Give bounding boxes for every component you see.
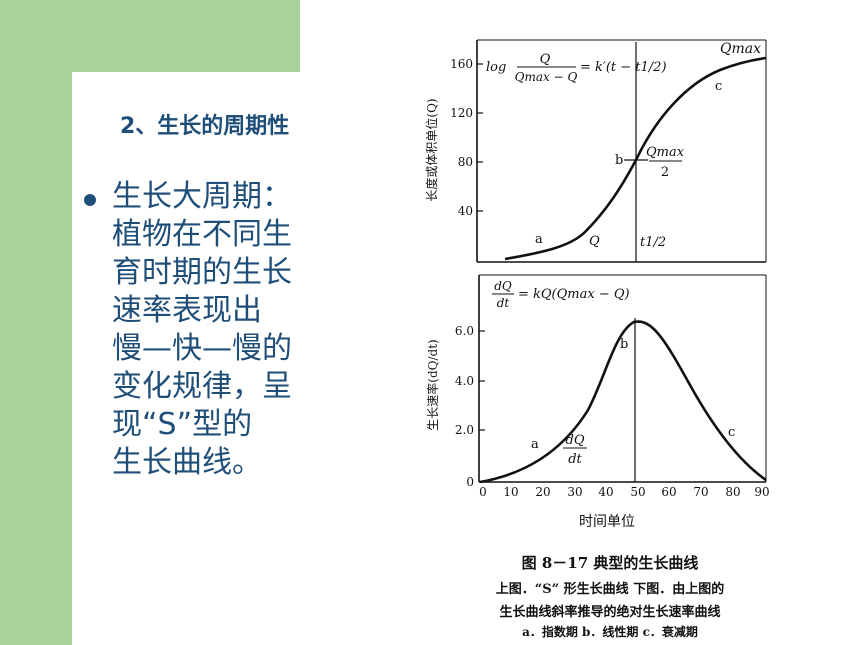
bottom-label-a: a [531, 437, 539, 452]
figure-caption-line: a．指数期 b．线性期 c．衰减期 [522, 625, 698, 639]
x-tick: 20 [535, 485, 550, 499]
top-label-b: b [615, 153, 623, 168]
x-axis-label: 时间单位 [579, 514, 635, 530]
figure-caption-line: 上图．“S” 形生长曲线 下图．由上图的 [495, 582, 725, 597]
svg-text:dt: dt [568, 452, 582, 467]
x-tick: 60 [661, 485, 676, 499]
dqdt-label: dQ dt [563, 433, 587, 467]
x-tick: 70 [693, 485, 708, 499]
x-tick: 0 [479, 485, 487, 499]
top-chart: 40 80 120 160 长度或体积单位(Q) log Q Qmax − Q … [424, 39, 767, 263]
x-tick: 80 [725, 485, 740, 499]
bottom-y-tick: 6.0 [455, 324, 474, 338]
svg-text:Qmax − Q: Qmax − Q [515, 70, 578, 84]
svg-text:dQ: dQ [566, 433, 585, 448]
half-qmax-label: Qmax 2 [646, 145, 685, 180]
bottom-formula: dQ dt = kQ(Qmax − Q) [492, 279, 630, 310]
bottom-label-b: b [620, 337, 628, 352]
bottom-y-tick: 2.0 [455, 423, 474, 437]
top-label-c: c [715, 79, 722, 94]
x-tick: 40 [598, 485, 613, 499]
t-half-label: t1/2 [640, 235, 666, 250]
top-formula: log Q Qmax − Q = k′(t − t1/2) [486, 52, 667, 84]
top-y-tick: 40 [458, 204, 473, 218]
top-label-a: a [535, 232, 543, 247]
growth-curve-figure: 40 80 120 160 长度或体积单位(Q) log Q Qmax − Q … [424, 39, 770, 530]
svg-text:Q: Q [540, 52, 551, 67]
top-y-tick: 160 [450, 57, 473, 71]
top-y-tick: 80 [458, 155, 473, 169]
figure-caption-title: 图 8－17 典型的生长曲线 [521, 554, 699, 572]
bottom-y-axis-label: 生长速率(dQ/dt) [425, 339, 440, 430]
x-tick: 30 [567, 485, 582, 499]
growth-rate-curve [479, 320, 767, 484]
figure-caption-line: 生长曲线斜率推导的绝对生长速率曲线 [499, 605, 721, 620]
bullet-text: 生长大周期： 植物在不同生 育时期的生长 速率表现出 慢—快—慢的 变化规律，呈… [112, 179, 292, 480]
bottom-y-tick: 0 [466, 475, 474, 489]
bullet-marker [84, 194, 96, 206]
top-y-axis-label: 长度或体积单位(Q) [424, 98, 439, 201]
svg-text:Qmax: Qmax [646, 145, 685, 160]
background-band-left [0, 0, 72, 645]
svg-text:dt: dt [497, 296, 510, 310]
top-y-tick: 120 [450, 106, 473, 120]
svg-text:dQ: dQ [494, 279, 512, 293]
bottom-chart: 0 2.0 4.0 6.0 生长速率(dQ/dt) 0 10 20 30 40 … [425, 274, 770, 530]
svg-text:2: 2 [661, 165, 669, 180]
x-tick: 50 [630, 485, 645, 499]
svg-text:= kQ(Qmax − Q): = kQ(Qmax − Q) [518, 287, 630, 302]
bottom-label-c: c [728, 425, 735, 440]
qmax-label: Qmax [720, 41, 761, 57]
content-panel [72, 72, 860, 645]
x-tick: 10 [503, 485, 518, 499]
q-label: Q [589, 234, 600, 249]
section-heading: 2、生长的周期性 [120, 114, 290, 139]
x-tick: 90 [754, 485, 769, 499]
svg-text:log: log [486, 60, 506, 75]
svg-text:= k′(t − t1/2): = k′(t − t1/2) [580, 60, 667, 75]
bottom-y-tick: 4.0 [455, 374, 474, 388]
